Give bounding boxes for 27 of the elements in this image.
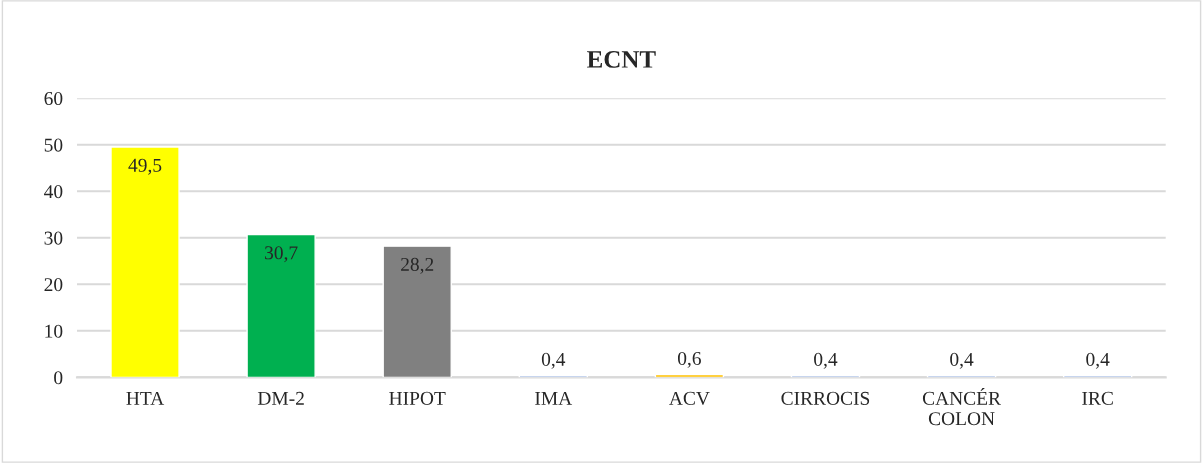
y-tick-label: 0 (54, 371, 63, 385)
y-tick-label: 40 (44, 185, 63, 199)
data-label: 0,4 (541, 352, 566, 369)
y-tick-label: 20 (44, 278, 63, 292)
data-label: 0,4 (1086, 352, 1110, 369)
x-tick-label: IMA (535, 391, 573, 405)
bar (382, 245, 452, 378)
data-label: 28,2 (401, 257, 434, 274)
data-label: 0,4 (814, 352, 838, 369)
chart-title: ECNT (587, 51, 656, 68)
y-tick-label: 50 (44, 138, 63, 152)
x-tick-label: HTA (126, 391, 165, 405)
x-tick-label: DM-2 (257, 391, 304, 405)
x-tick-label: CANCÉR COLON (922, 388, 1001, 426)
bar (110, 146, 180, 378)
y-tick-label: 10 (45, 324, 63, 338)
x-tick-label: CIRROCIS (781, 391, 870, 405)
y-tick-label: 60 (44, 91, 63, 106)
bar (246, 233, 316, 378)
x-tick-label: IRC (1082, 391, 1113, 405)
data-label: 49,5 (128, 158, 162, 175)
data-label: 0,6 (677, 351, 701, 368)
data-label: 0,4 (950, 352, 974, 369)
y-tick-label: 30 (44, 231, 63, 245)
x-tick-label: HIPOT (389, 391, 446, 405)
x-tick-label: ACV (669, 391, 710, 406)
data-label: 30,7 (265, 246, 298, 263)
